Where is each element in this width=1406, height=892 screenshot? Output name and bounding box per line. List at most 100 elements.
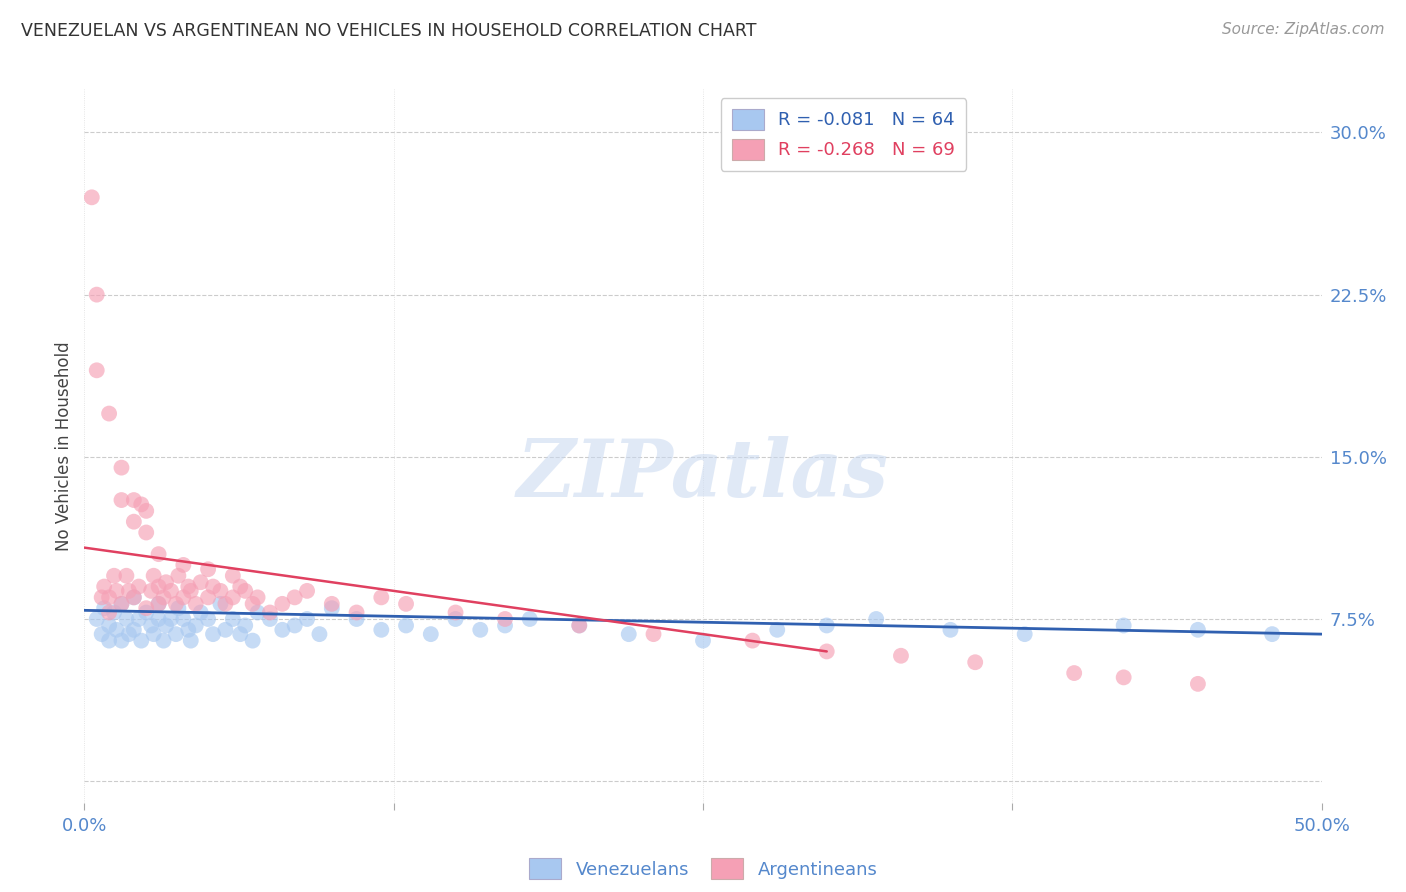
Point: [346, 612, 368, 626]
Point: [142, 627, 165, 641]
Point: [1112, 618, 1135, 632]
Point: [494, 618, 516, 632]
Point: [222, 612, 245, 626]
Point: [93, 580, 115, 594]
Point: [110, 493, 132, 508]
Point: [692, 633, 714, 648]
Point: [271, 597, 294, 611]
Text: VENEZUELAN VS ARGENTINEAN NO VEHICLES IN HOUSEHOLD CORRELATION CHART: VENEZUELAN VS ARGENTINEAN NO VEHICLES IN…: [21, 22, 756, 40]
Text: ZIPatlas: ZIPatlas: [517, 436, 889, 513]
Point: [152, 591, 174, 605]
Point: [90, 591, 112, 605]
Point: [284, 618, 307, 632]
Point: [444, 606, 467, 620]
Point: [1187, 677, 1209, 691]
Point: [110, 460, 132, 475]
Point: [122, 591, 145, 605]
Point: [122, 493, 145, 508]
Point: [1063, 666, 1085, 681]
Point: [135, 601, 157, 615]
Point: [308, 627, 330, 641]
Point: [148, 547, 170, 561]
Point: [86, 287, 108, 301]
Point: [141, 618, 163, 632]
Point: [160, 612, 183, 626]
Point: [86, 612, 108, 626]
Point: [172, 591, 194, 605]
Point: [152, 633, 174, 648]
Point: [184, 597, 207, 611]
Point: [1112, 670, 1135, 684]
Point: [135, 504, 157, 518]
Point: [103, 568, 125, 582]
Point: [395, 618, 418, 632]
Point: [177, 623, 200, 637]
Point: [98, 591, 121, 605]
Point: [346, 606, 368, 620]
Point: [202, 627, 225, 641]
Point: [395, 597, 418, 611]
Point: [135, 606, 157, 620]
Point: [643, 627, 665, 641]
Point: [321, 601, 343, 615]
Point: [815, 618, 838, 632]
Point: [122, 623, 145, 637]
Point: [110, 597, 132, 611]
Point: [568, 618, 591, 632]
Point: [142, 568, 165, 582]
Point: [110, 633, 132, 648]
Legend: Venezuelans, Argentineans: Venezuelans, Argentineans: [522, 851, 884, 887]
Point: [242, 597, 264, 611]
Point: [180, 633, 202, 648]
Point: [167, 568, 190, 582]
Point: [155, 618, 177, 632]
Point: [965, 655, 987, 669]
Point: [165, 597, 187, 611]
Point: [890, 648, 912, 663]
Point: [519, 612, 541, 626]
Point: [214, 597, 236, 611]
Point: [939, 623, 962, 637]
Point: [229, 580, 252, 594]
Text: Source: ZipAtlas.com: Source: ZipAtlas.com: [1222, 22, 1385, 37]
Point: [98, 407, 121, 421]
Point: [86, 363, 108, 377]
Point: [155, 575, 177, 590]
Point: [197, 562, 219, 576]
Point: [110, 597, 132, 611]
Point: [148, 580, 170, 594]
Point: [122, 591, 145, 605]
Point: [1014, 627, 1036, 641]
Point: [128, 580, 150, 594]
Point: [93, 601, 115, 615]
Point: [229, 627, 252, 641]
Point: [90, 627, 112, 641]
Point: [118, 627, 141, 641]
Point: [105, 583, 128, 598]
Point: [141, 583, 163, 598]
Point: [80, 190, 103, 204]
Point: [419, 627, 441, 641]
Point: [103, 606, 125, 620]
Point: [172, 558, 194, 572]
Point: [233, 583, 256, 598]
Point: [184, 618, 207, 632]
Point: [494, 612, 516, 626]
Point: [197, 591, 219, 605]
Point: [115, 612, 138, 626]
Point: [815, 644, 838, 658]
Point: [271, 623, 294, 637]
Point: [295, 612, 318, 626]
Point: [160, 583, 183, 598]
Point: [222, 568, 245, 582]
Point: [233, 618, 256, 632]
Point: [214, 623, 236, 637]
Y-axis label: No Vehicles in Household: No Vehicles in Household: [55, 341, 73, 551]
Point: [98, 618, 121, 632]
Point: [177, 580, 200, 594]
Point: [122, 515, 145, 529]
Point: [197, 612, 219, 626]
Point: [129, 497, 152, 511]
Point: [617, 627, 640, 641]
Point: [180, 583, 202, 598]
